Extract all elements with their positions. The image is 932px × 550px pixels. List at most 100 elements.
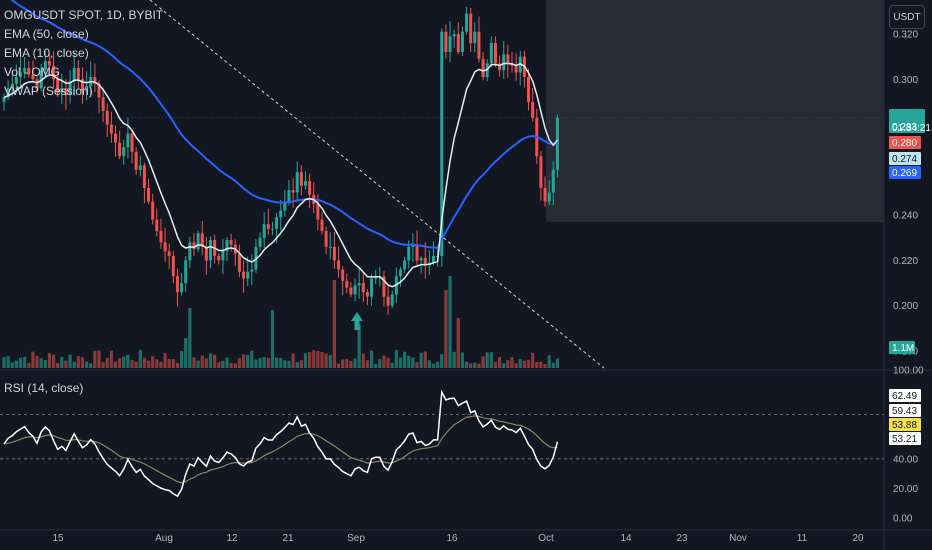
volume-bar <box>266 357 270 368</box>
candle-body <box>200 233 204 247</box>
candle-body <box>481 58 485 77</box>
rsi-badge-5388: 53.88 <box>892 420 917 431</box>
legend-ema10[interactable]: EMA (10, close) <box>4 46 89 60</box>
volume-bar <box>440 354 444 368</box>
level-badge-light: 0.274 <box>892 154 917 165</box>
candle-body <box>27 67 31 75</box>
rsi-tick-label: 20.00 <box>893 484 918 495</box>
candle-body <box>465 13 469 32</box>
candle-body <box>6 88 10 98</box>
candle-body <box>76 67 80 80</box>
volume-bar <box>35 355 39 368</box>
legend-ema50[interactable]: EMA (50, close) <box>4 27 89 41</box>
rsi-badge-5321: 53.21 <box>892 434 917 445</box>
volume-bar <box>386 357 390 368</box>
volume-bar <box>213 354 217 368</box>
volume-bar <box>469 363 473 368</box>
volume-bar <box>287 360 291 368</box>
volume-bar <box>464 361 469 368</box>
volume-bar <box>361 353 365 368</box>
time-tick-label: 14 <box>620 533 632 544</box>
volume-bar <box>10 362 14 368</box>
volume-bar <box>155 359 159 368</box>
volume-bar <box>2 357 6 368</box>
volume-bar <box>18 357 23 368</box>
candle-body <box>204 246 208 261</box>
volume-bar <box>64 360 68 368</box>
volume-bar <box>374 363 378 368</box>
candle-body <box>72 67 76 82</box>
volume-bar <box>382 355 386 368</box>
candle-body <box>246 271 250 279</box>
volume-bar <box>493 361 498 368</box>
ema10-line <box>3 62 558 288</box>
volume-bar <box>56 362 60 368</box>
volume-bar <box>241 354 246 368</box>
volume-bar <box>167 359 171 368</box>
volume-bar <box>134 361 138 368</box>
rsi-ma-line <box>3 415 558 484</box>
volume-bar <box>142 357 147 368</box>
candle-body <box>159 230 163 243</box>
level-badge-blue: 0.269 <box>892 168 917 179</box>
legend-volume[interactable]: Vol - OMG <box>4 65 61 79</box>
time-tick-label: Oct <box>538 533 554 544</box>
candle-body <box>386 296 390 306</box>
volume-bar <box>258 357 262 368</box>
volume-bar <box>179 351 184 368</box>
level-badge-blue-bg <box>889 166 921 179</box>
candle-body <box>460 31 464 53</box>
candle-body <box>543 187 547 202</box>
volume-bar <box>270 310 275 368</box>
candle-body <box>118 142 122 157</box>
rsi-badge-5943: 59.43 <box>892 406 917 417</box>
candle-body <box>171 255 175 277</box>
volume-bar <box>518 359 522 368</box>
volume-bar <box>233 363 237 368</box>
legend-symbol[interactable]: OMGUSDT SPOT, 1D, BYBIT <box>4 8 164 22</box>
volume-bar <box>419 352 423 368</box>
candle-body <box>262 224 266 238</box>
candle-body <box>97 83 101 98</box>
legend-vwap[interactable]: VWAP (Session) <box>4 84 93 98</box>
volume-bar <box>349 360 353 368</box>
candle-body <box>52 65 56 80</box>
volume-bar <box>328 355 332 368</box>
candle-body <box>539 156 543 188</box>
candle-body <box>43 61 47 71</box>
volume-bar <box>403 351 407 368</box>
currency-unit-button[interactable]: USDT <box>889 5 925 29</box>
candle-body <box>266 224 270 229</box>
volume-bar <box>489 352 493 368</box>
volume-bar <box>460 352 465 368</box>
candle-body <box>299 172 303 186</box>
volume-bar <box>320 351 324 368</box>
volume-badge-bg <box>889 341 915 354</box>
candle-body <box>68 81 72 96</box>
volume-bar <box>353 358 357 368</box>
candle-body <box>56 79 60 93</box>
rsi-legend[interactable]: RSI (14, close) <box>4 381 84 395</box>
volume-bar <box>43 360 47 368</box>
candle-body <box>85 86 89 91</box>
candle-body <box>60 88 64 93</box>
candle-body <box>337 260 341 270</box>
volume-bar <box>105 357 109 368</box>
volume-bar <box>229 362 233 368</box>
volume-bar <box>101 362 105 368</box>
candle-body <box>101 97 105 111</box>
volume-badge: 1.1M <box>892 343 914 354</box>
volume-bar <box>295 362 299 368</box>
volume-bar <box>481 356 485 368</box>
candle-body <box>328 246 332 248</box>
volume-bar <box>522 360 526 368</box>
price-tick-label: 0.200 <box>893 301 918 312</box>
volume-bar <box>485 352 489 368</box>
candle-body <box>192 242 196 250</box>
volume-bar <box>109 350 113 368</box>
volume-bar <box>312 350 316 368</box>
arrow-up-icon <box>351 312 363 330</box>
volume-bar <box>146 360 151 368</box>
volume-bar <box>6 356 10 368</box>
